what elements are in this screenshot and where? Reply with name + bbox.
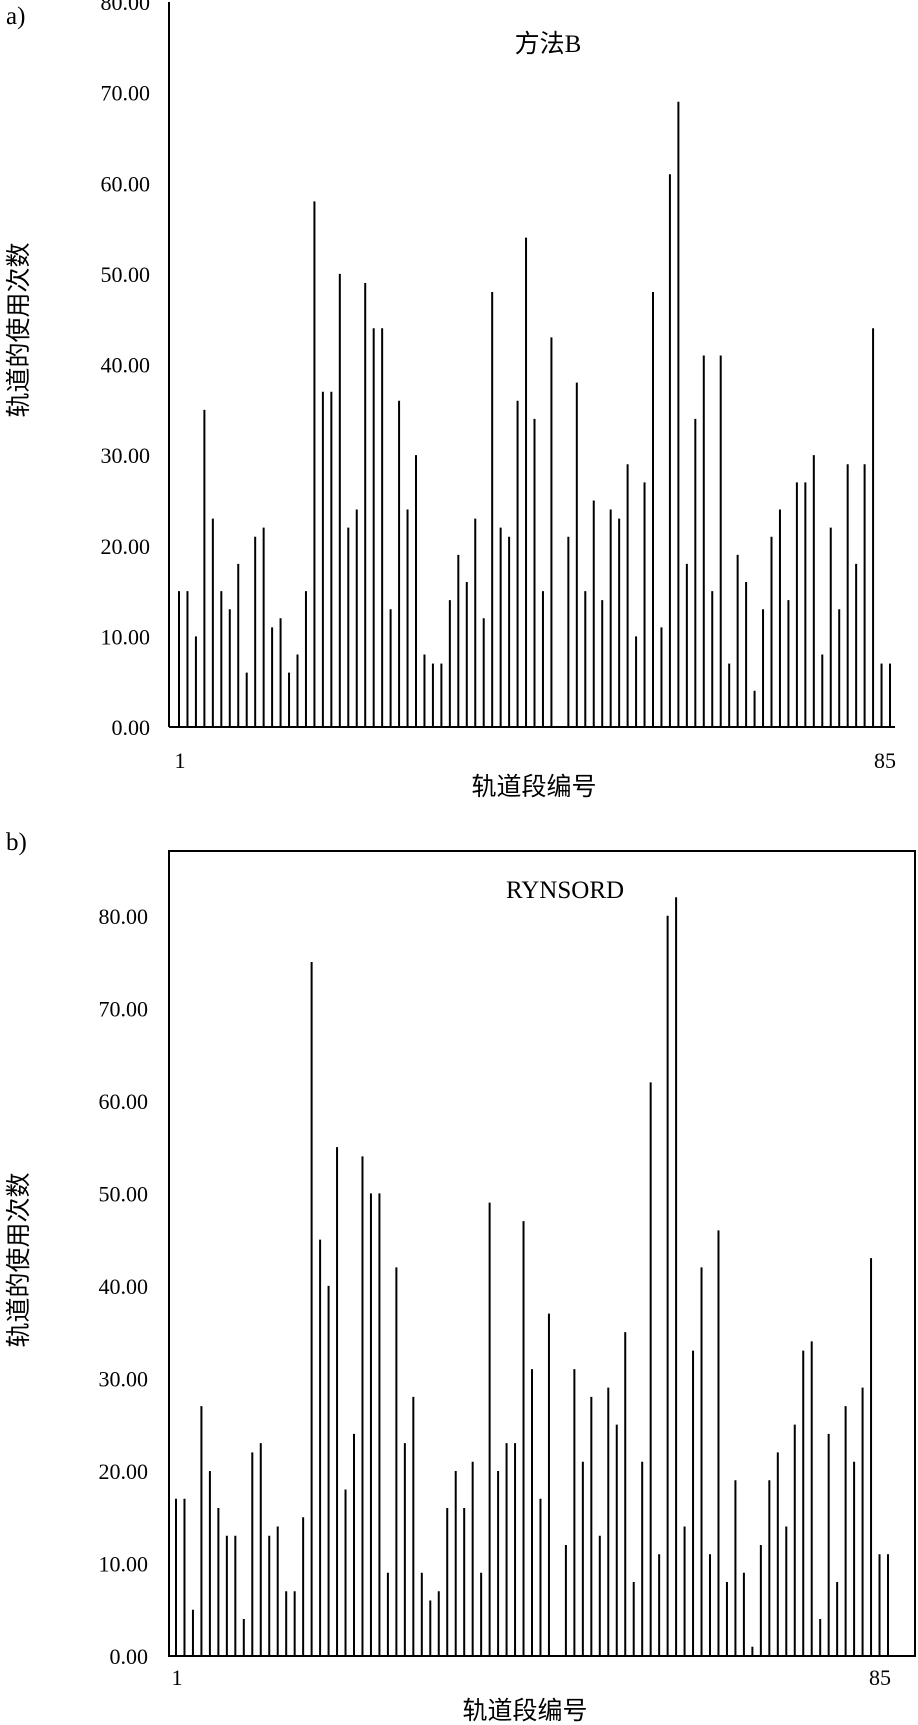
panel-b-ytick-label: 40.00	[99, 1274, 149, 1299]
panel-b-ytick-label: 0.00	[110, 1644, 149, 1669]
panel-b-ytick-label: 80.00	[99, 904, 149, 929]
panel-b-ytick-label: 60.00	[99, 1089, 149, 1114]
panel-a-yticks: 0.00 10.00 20.00 30.00 40.00 50.00 60.00 70.00 8…	[101, 0, 151, 740]
panel-b-yticks: 0.00 10.00 20.00 30.00 40.00 50.00 60.00 70.00 8…	[99, 904, 149, 1669]
panel-b-xlabel: 轨道段编号	[462, 1697, 587, 1725]
panel-a-bars	[178, 101, 891, 727]
panel-b-ylabel: 轨道的使用次数	[5, 1172, 33, 1347]
panel-b: b) RYNSORD 轨道的使用次数 轨道段编号 1 85 0.00 10.00 2…	[5, 829, 916, 1725]
panel-a-ytick-label: 0.00	[112, 715, 151, 740]
panel-a-xtick-first: 1	[175, 748, 186, 773]
panel-b-ytick-label: 50.00	[99, 1181, 149, 1206]
panel-b-label: b)	[6, 829, 27, 856]
panel-a-label: a)	[6, 3, 25, 30]
panel-a-ytick-label: 80.00	[101, 0, 151, 15]
panel-a-ytick-label: 10.00	[101, 624, 151, 649]
panel-a-ytick-label: 70.00	[101, 81, 151, 106]
panel-a-title: 方法B	[515, 30, 582, 58]
panel-b-xtick-first: 1	[172, 1665, 183, 1690]
panel-a-xtick-last: 85	[874, 748, 896, 773]
panel-b-ytick-label: 10.00	[99, 1551, 149, 1576]
panel-a-ytick-label: 20.00	[101, 534, 151, 559]
panel-b-ytick-label: 70.00	[99, 996, 149, 1021]
panel-b-ytick-label: 20.00	[99, 1459, 149, 1484]
panel-a-ytick-label: 60.00	[101, 171, 151, 196]
panel-a-ytick-label: 30.00	[101, 443, 151, 468]
panel-a-ytick-label: 40.00	[101, 353, 151, 378]
panel-b-xtick-last: 85	[869, 1665, 891, 1690]
panel-a-xlabel: 轨道段编号	[471, 773, 596, 801]
panel-b-frame	[168, 850, 916, 1657]
panel-b-title: RYNSORD	[506, 877, 624, 904]
panel-b-bars	[175, 897, 889, 1656]
panel-a: a) 方法B 轨道的使用次数 轨道段编号 1 85 0.00 10.00 20.00…	[5, 0, 896, 801]
panel-b-ytick-label: 30.00	[99, 1366, 149, 1391]
panel-a-ylabel: 轨道的使用次数	[5, 242, 33, 417]
panel-a-ytick-label: 50.00	[101, 262, 151, 287]
